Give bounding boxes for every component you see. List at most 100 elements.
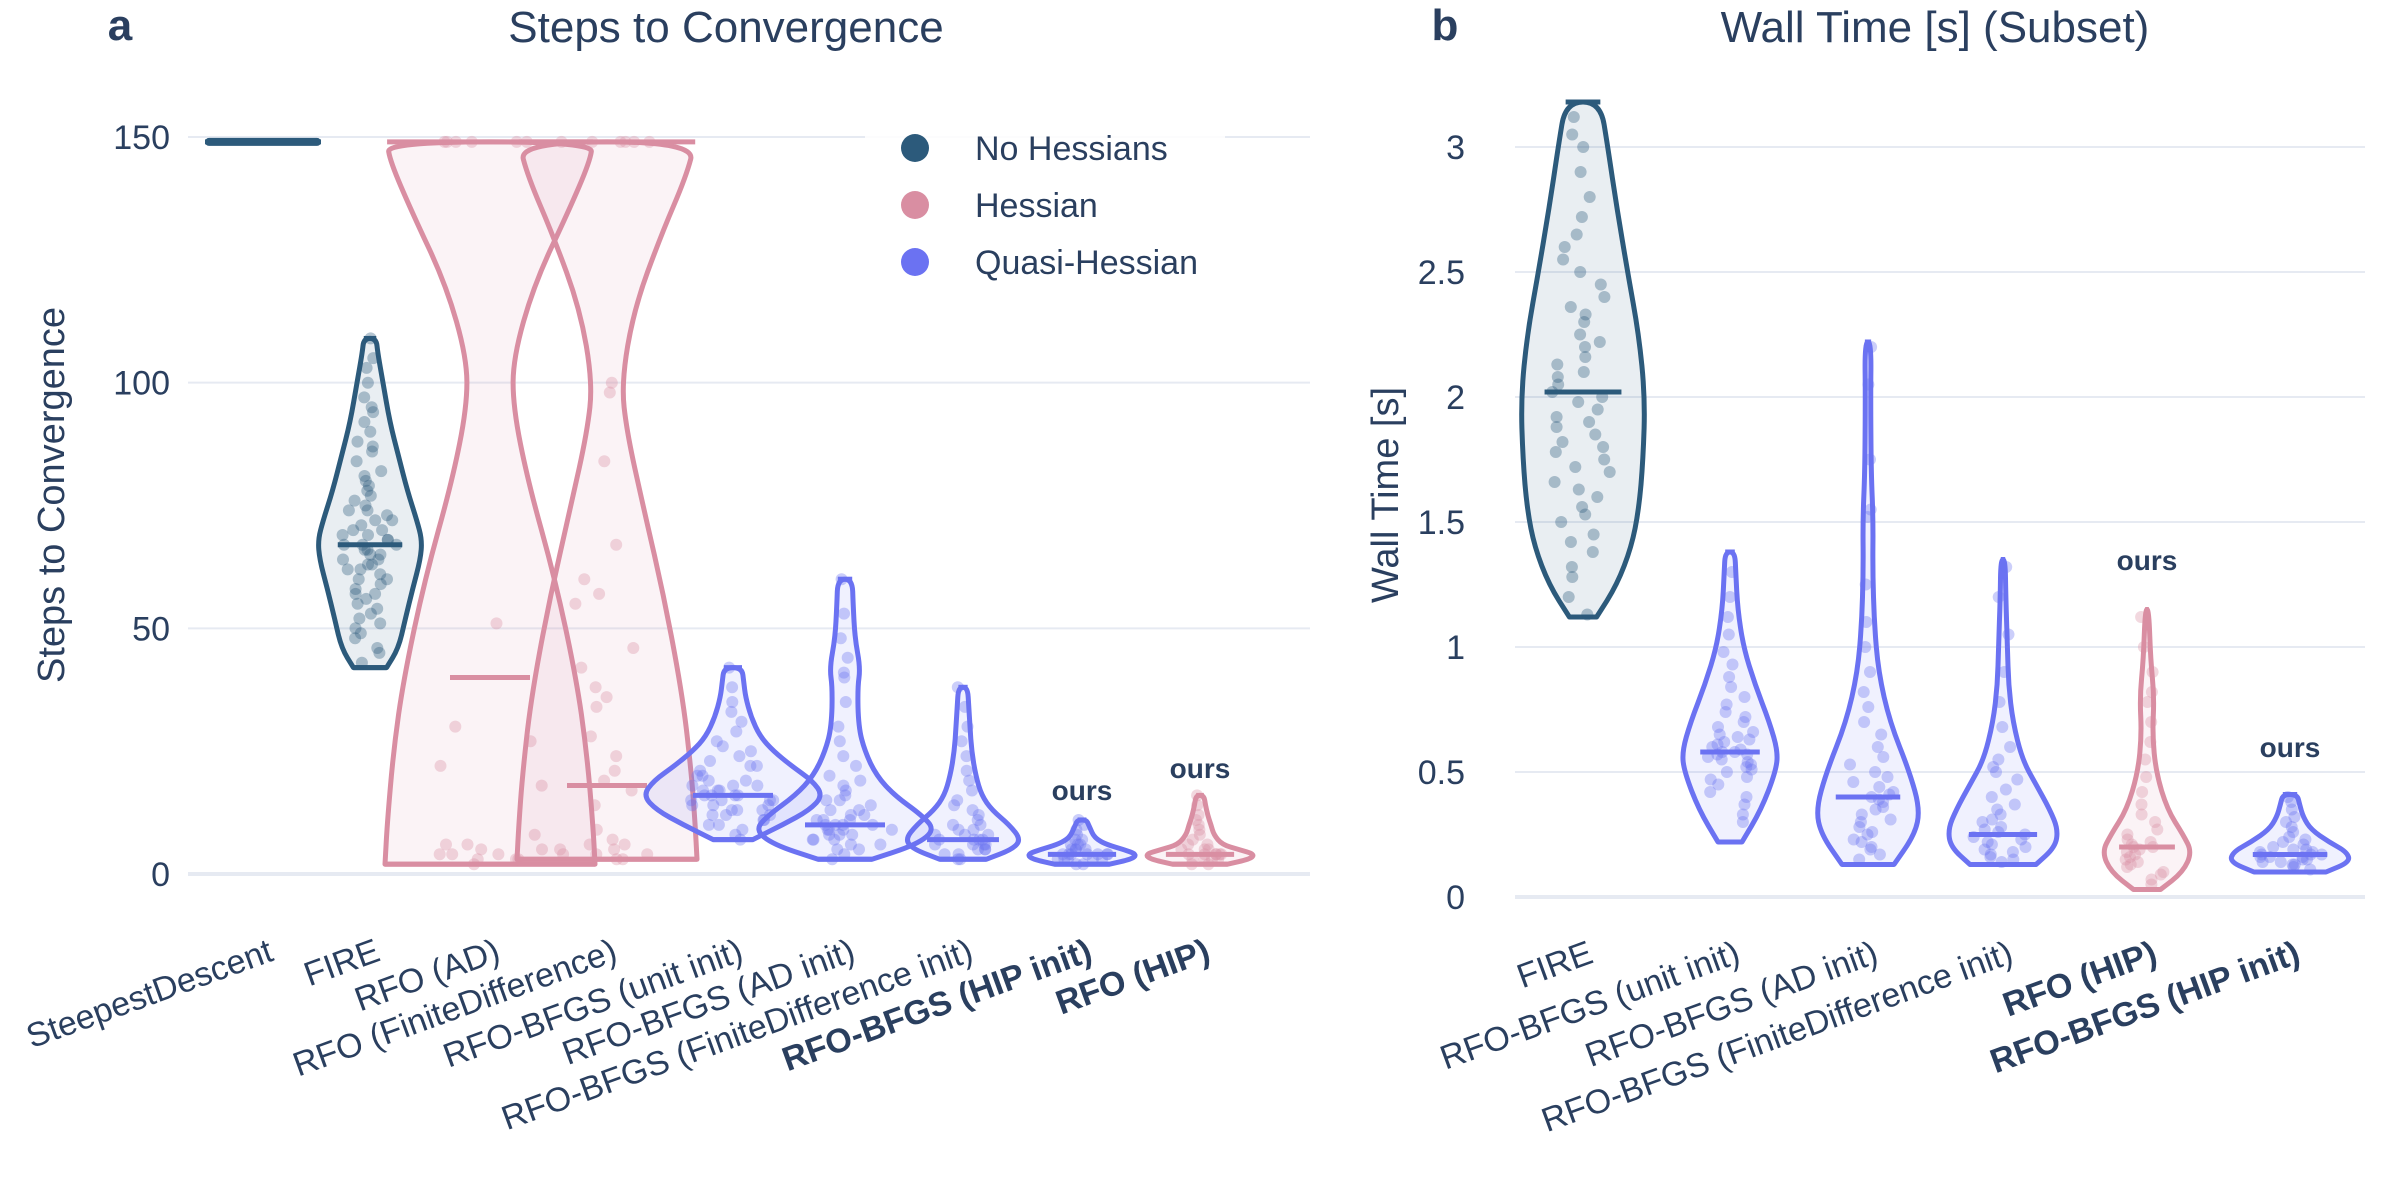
data-point — [1984, 848, 1997, 861]
data-point — [1992, 591, 2005, 603]
data-point — [1858, 716, 1871, 728]
data-point — [600, 691, 613, 704]
data-point — [351, 435, 364, 448]
data-point — [1986, 813, 1999, 826]
data-point — [1591, 491, 1604, 503]
ours-annotation: ours — [1170, 753, 1231, 784]
data-point — [1578, 316, 1591, 328]
data-point — [694, 764, 707, 777]
data-point — [1738, 691, 1751, 703]
data-point — [846, 828, 859, 841]
data-point — [726, 681, 739, 694]
data-point — [1558, 241, 1571, 253]
data-point — [1593, 336, 1606, 348]
data-point — [1070, 858, 1083, 871]
data-point — [947, 818, 959, 831]
data-point — [960, 764, 973, 777]
data-point — [2011, 773, 2024, 786]
data-point — [1586, 546, 1599, 558]
violin-rfo-bfgs-finitedifference-init — [1946, 557, 2060, 868]
data-point — [2019, 841, 2032, 853]
data-point — [1994, 808, 2007, 821]
data-point — [691, 769, 704, 782]
data-point — [2154, 868, 2167, 881]
data-point — [853, 804, 866, 817]
data-point — [1564, 536, 1577, 548]
data-point — [471, 853, 484, 866]
data-point — [1070, 823, 1083, 836]
data-point — [723, 661, 736, 674]
data-point — [1570, 228, 1583, 241]
data-point — [1192, 809, 1205, 821]
data-point — [349, 622, 362, 635]
data-point — [2000, 561, 2013, 573]
data-point — [360, 592, 373, 605]
data-point — [1191, 789, 1204, 802]
data-point — [1873, 781, 1886, 793]
data-point — [352, 573, 365, 586]
data-point — [1551, 358, 1564, 371]
data-point — [1736, 808, 1749, 821]
data-point — [1853, 821, 1866, 833]
data-point — [1598, 453, 1611, 466]
data-point — [823, 828, 836, 841]
data-point — [349, 583, 362, 595]
data-point — [731, 804, 744, 817]
data-point — [1713, 728, 1726, 741]
data-point — [1884, 813, 1897, 826]
data-point — [1072, 814, 1085, 826]
data-point — [806, 833, 819, 846]
data-point — [1875, 728, 1888, 741]
data-point — [1201, 838, 1214, 851]
data-point — [725, 804, 738, 817]
data-point — [578, 573, 591, 586]
data-point — [1737, 716, 1750, 728]
data-point — [1193, 823, 1206, 836]
data-point — [354, 627, 367, 640]
data-point — [1864, 503, 1877, 516]
data-point — [1192, 818, 1205, 831]
data-point — [938, 848, 951, 861]
data-point — [854, 774, 867, 787]
data-point — [1857, 686, 1870, 698]
legend-label-no-hessians: No Hessians — [975, 130, 1168, 168]
data-point — [858, 809, 871, 821]
data-point — [1555, 516, 1568, 528]
data-point — [386, 514, 399, 527]
data-point — [704, 755, 716, 767]
data-point — [1564, 301, 1577, 313]
violin-rfo-bfgs-hip-init — [2228, 791, 2352, 876]
data-point — [1871, 741, 1884, 753]
data-point — [850, 759, 862, 772]
data-point — [1864, 843, 1877, 856]
data-point — [1562, 591, 1575, 603]
data-point — [736, 823, 749, 836]
data-point — [374, 568, 387, 581]
data-point — [1071, 828, 1083, 841]
data-point — [756, 804, 769, 817]
data-point — [1572, 396, 1585, 408]
data-point — [364, 489, 377, 502]
panel-b-y-ticks: 0 0.5 1 1.5 2 2.5 3 — [1418, 129, 1465, 917]
data-point — [535, 779, 548, 792]
data-point — [1865, 341, 1878, 353]
data-point — [702, 818, 715, 831]
data-point — [584, 730, 597, 743]
data-point — [2144, 736, 2157, 748]
data-point — [362, 558, 374, 571]
data-point — [952, 853, 964, 866]
violin-body-rfo-bfgs-finitedifference-init — [1946, 557, 2060, 867]
data-point — [349, 632, 362, 645]
data-point — [1731, 731, 1744, 743]
data-point — [1741, 771, 1753, 783]
data-point — [1550, 421, 1563, 433]
data-point — [449, 135, 462, 148]
data-point — [951, 794, 964, 807]
data-point — [619, 135, 632, 148]
data-point — [1583, 416, 1596, 428]
data-point — [1579, 351, 1592, 363]
data-point — [349, 587, 362, 600]
data-point — [2286, 858, 2299, 871]
data-point — [1202, 858, 1215, 871]
data-point — [603, 386, 616, 399]
